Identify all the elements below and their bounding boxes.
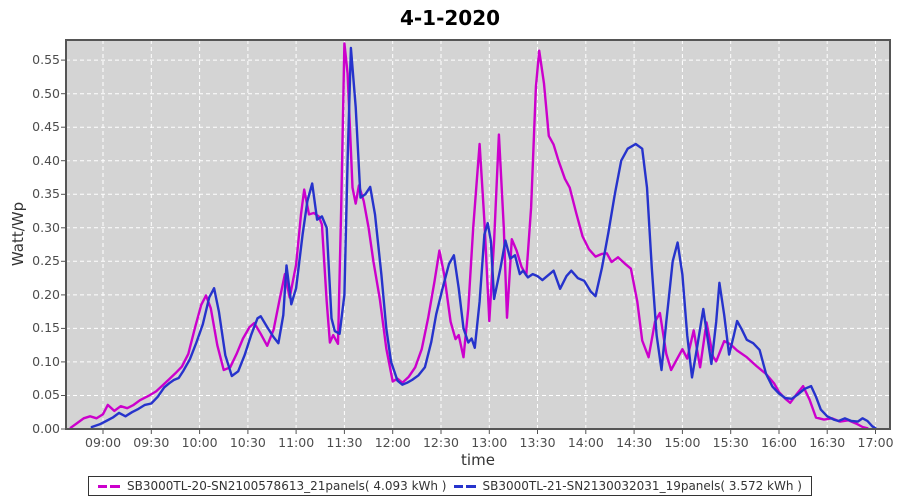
legend: SB3000TL-20-SN2100578613_21panels( 4.093…: [88, 476, 812, 496]
x-tick-label: 09:30: [133, 435, 170, 450]
y-tick-label: 0.10: [32, 353, 60, 369]
x-tick-label: 09:00: [85, 435, 122, 450]
chart-title: 4-1-2020: [399, 6, 501, 30]
y-tick-label: 0.15: [32, 320, 60, 336]
x-tick-label: 11:30: [326, 435, 363, 450]
y-axis-title: Watt/Wp: [9, 201, 27, 267]
x-axis-title: time: [461, 451, 495, 469]
x-tick-label: 16:30: [809, 435, 846, 450]
y-tick-label: 0.40: [32, 152, 60, 168]
legend-label-series2: SB3000TL-21-SN2130032031_19panels( 3.572…: [482, 479, 802, 493]
x-tick-label: 10:30: [229, 435, 266, 450]
y-tick-label: 0.50: [32, 85, 60, 101]
x-tick-label: 15:30: [712, 435, 749, 450]
y-tick-label: 0.35: [32, 186, 60, 202]
x-tick-label: 10:00: [181, 435, 218, 450]
legend-line-series2: [453, 484, 476, 488]
y-tick-label: 0.45: [32, 119, 60, 135]
legend-line-series1: [98, 484, 121, 488]
legend-container: SB3000TL-20-SN2100578613_21panels( 4.093…: [0, 476, 900, 496]
y-tick-label: 0.30: [32, 219, 60, 235]
x-tick-label: 17:00: [857, 435, 894, 450]
x-tick-label: 11:00: [278, 435, 315, 450]
y-tick-label: 0.05: [32, 387, 60, 403]
y-tick-label: 0.20: [32, 286, 60, 302]
x-tick-label: 13:30: [519, 435, 556, 450]
y-tick-label: 0.55: [32, 52, 60, 68]
x-tick-label: 15:00: [664, 435, 701, 450]
x-tick-label: 16:00: [760, 435, 797, 450]
x-tick-label: 13:00: [471, 435, 508, 450]
x-tick-label: 12:30: [422, 435, 459, 450]
x-tick-label: 12:00: [374, 435, 411, 450]
x-tick-label: 14:30: [616, 435, 653, 450]
y-tick-label: 0.25: [32, 253, 60, 269]
legend-label-series1: SB3000TL-20-SN2100578613_21panels( 4.093…: [127, 479, 447, 493]
x-tick-label: 14:00: [567, 435, 604, 450]
y-tick-label: 0.00: [32, 421, 60, 436]
